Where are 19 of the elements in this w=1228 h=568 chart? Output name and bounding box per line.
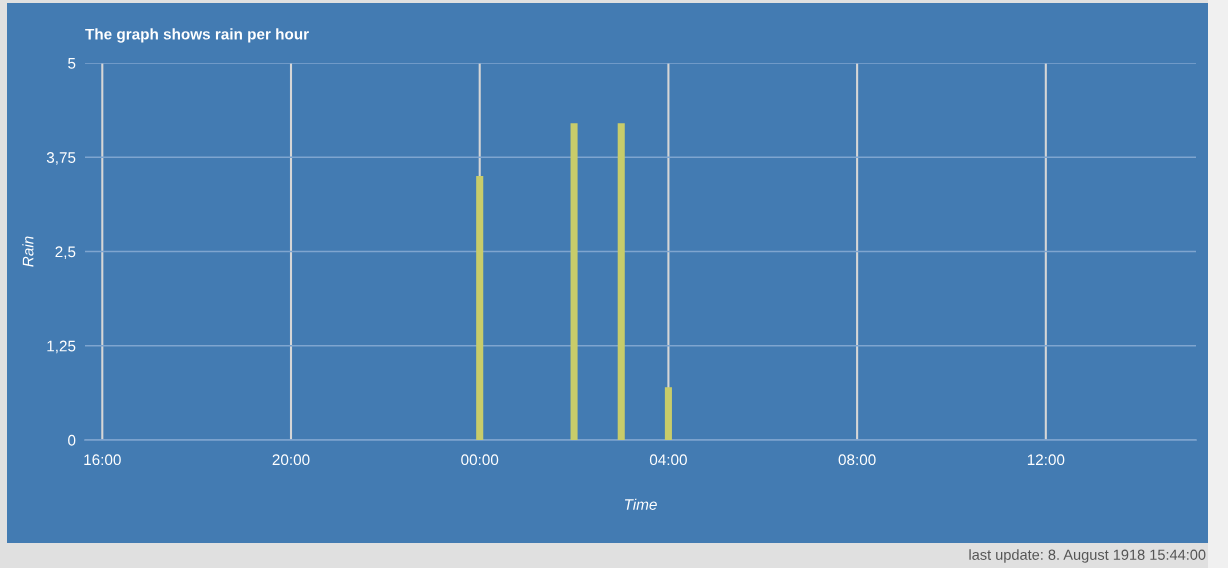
y-tick-label: 1,25 bbox=[47, 340, 76, 354]
x-tick-label: 00:00 bbox=[461, 454, 499, 466]
chart-title: The graph shows rain per hour bbox=[85, 28, 309, 43]
bar bbox=[664, 387, 672, 440]
y-tick-label: 3,75 bbox=[46, 152, 76, 165]
bar bbox=[570, 123, 578, 440]
y-axis-title: Rain bbox=[22, 236, 34, 267]
y-tick-label: 2,5 bbox=[55, 246, 76, 259]
bar bbox=[476, 176, 484, 440]
x-tick-label: 16:00 bbox=[84, 454, 121, 466]
y-tick-label: 5 bbox=[68, 58, 76, 69]
y-tick-label: 0 bbox=[68, 434, 76, 446]
x-tick-label: 04:00 bbox=[649, 454, 687, 466]
x-tick-label: 12:00 bbox=[1027, 454, 1065, 466]
x-tick-label: 08:00 bbox=[838, 454, 876, 466]
text: last update: 8. August 1918 15:44:00 bbox=[969, 549, 1206, 563]
x-axis-title: Time bbox=[624, 498, 657, 510]
x-tick-label: 20:00 bbox=[272, 454, 310, 466]
bar bbox=[617, 123, 625, 440]
